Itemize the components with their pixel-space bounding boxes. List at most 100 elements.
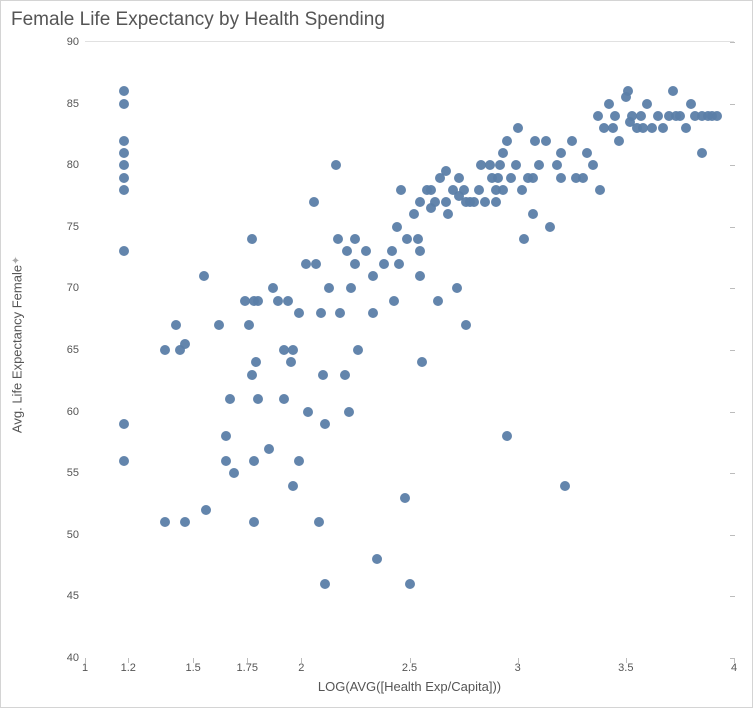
data-point — [506, 173, 516, 183]
y-tick-label: 85 — [67, 98, 85, 110]
y-axis-label: Avg. Life Expectancy Female ✦ — [10, 265, 25, 433]
data-point — [433, 296, 443, 306]
data-point — [283, 296, 293, 306]
y-axis-label-text: Avg. Life Expectancy Female — [10, 265, 25, 433]
y-tick-label: 45 — [67, 590, 85, 602]
data-point — [528, 173, 538, 183]
data-point — [244, 320, 254, 330]
data-point — [653, 111, 663, 121]
data-point — [614, 136, 624, 146]
data-point — [286, 357, 296, 367]
x-tick-label: 1.75 — [237, 658, 258, 674]
data-point — [545, 222, 555, 232]
data-point — [199, 271, 209, 281]
data-point — [396, 185, 406, 195]
data-point — [409, 209, 419, 219]
data-point — [400, 493, 410, 503]
data-point — [324, 283, 334, 293]
data-point — [333, 234, 343, 244]
data-point — [556, 173, 566, 183]
data-point — [556, 148, 566, 158]
data-point — [303, 407, 313, 417]
data-point — [288, 345, 298, 355]
data-point — [642, 99, 652, 109]
data-point — [251, 357, 261, 367]
data-point — [342, 246, 352, 256]
data-point — [498, 185, 508, 195]
data-point — [320, 419, 330, 429]
data-point — [314, 517, 324, 527]
data-point — [350, 259, 360, 269]
data-point — [668, 86, 678, 96]
data-point — [225, 394, 235, 404]
data-point — [415, 197, 425, 207]
data-point — [443, 209, 453, 219]
y-tick-mark — [730, 535, 735, 536]
data-point — [495, 160, 505, 170]
data-point — [160, 517, 170, 527]
data-point — [625, 117, 635, 127]
data-point — [675, 111, 685, 121]
y-tick-mark — [730, 412, 735, 413]
data-point — [402, 234, 412, 244]
y-tick-mark — [730, 42, 735, 43]
data-point — [394, 259, 404, 269]
data-point — [119, 99, 129, 109]
y-tick-mark — [730, 473, 735, 474]
data-point — [454, 173, 464, 183]
data-point — [268, 283, 278, 293]
data-point — [221, 456, 231, 466]
scatter-chart: Female Life Expectancy by Health Spendin… — [0, 0, 753, 708]
data-point — [459, 185, 469, 195]
data-point — [249, 456, 259, 466]
y-tick-mark — [730, 350, 735, 351]
data-point — [493, 173, 503, 183]
data-point — [530, 136, 540, 146]
data-point — [461, 320, 471, 330]
data-point — [469, 197, 479, 207]
x-tick-label: 1.2 — [121, 658, 136, 674]
y-tick-label: 60 — [67, 406, 85, 418]
chart-title: Female Life Expectancy by Health Spendin… — [11, 9, 385, 31]
data-point — [502, 431, 512, 441]
data-point — [119, 86, 129, 96]
data-point — [301, 259, 311, 269]
data-point — [350, 234, 360, 244]
data-point — [273, 296, 283, 306]
data-point — [491, 197, 501, 207]
x-tick-label: 2 — [298, 658, 304, 674]
data-point — [686, 99, 696, 109]
data-point — [221, 431, 231, 441]
data-point — [610, 111, 620, 121]
y-tick-label: 70 — [67, 282, 85, 294]
y-tick-mark — [730, 104, 735, 105]
data-point — [264, 444, 274, 454]
data-point — [426, 185, 436, 195]
data-point — [249, 517, 259, 527]
pin-icon: ✦ — [10, 256, 23, 265]
data-point — [180, 517, 190, 527]
data-point — [697, 148, 707, 158]
data-point — [578, 173, 588, 183]
data-point — [387, 246, 397, 256]
data-point — [415, 246, 425, 256]
data-point — [331, 160, 341, 170]
data-point — [160, 345, 170, 355]
data-point — [528, 209, 538, 219]
data-point — [171, 320, 181, 330]
data-point — [119, 185, 129, 195]
x-axis-label: LOG(AVG([Health Exp/Capita])) — [85, 679, 734, 694]
x-tick-label: 1.5 — [186, 658, 201, 674]
x-tick-label: 2.5 — [402, 658, 417, 674]
data-point — [636, 111, 646, 121]
data-point — [247, 234, 257, 244]
data-point — [344, 407, 354, 417]
data-point — [588, 160, 598, 170]
x-tick-label: 1 — [82, 658, 88, 674]
data-point — [441, 166, 451, 176]
data-point — [541, 136, 551, 146]
data-point — [534, 160, 544, 170]
x-tick-label: 3.5 — [618, 658, 633, 674]
data-point — [604, 99, 614, 109]
data-point — [513, 123, 523, 133]
